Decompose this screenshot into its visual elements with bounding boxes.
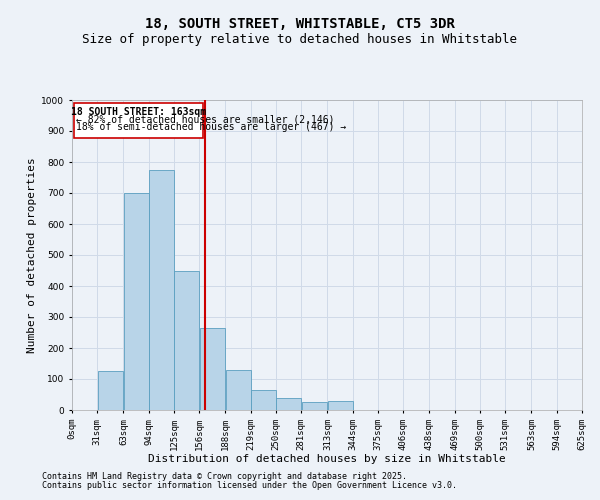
Bar xyxy=(302,402,327,410)
Y-axis label: Number of detached properties: Number of detached properties xyxy=(27,157,37,353)
Text: ← 82% of detached houses are smaller (2,146): ← 82% of detached houses are smaller (2,… xyxy=(76,115,335,125)
Bar xyxy=(199,328,225,410)
Bar xyxy=(251,390,276,410)
Bar xyxy=(328,400,353,410)
Bar xyxy=(149,170,174,410)
Text: Contains HM Land Registry data © Crown copyright and database right 2025.: Contains HM Land Registry data © Crown c… xyxy=(42,472,407,481)
Text: 18% of semi-detached houses are larger (467) →: 18% of semi-detached houses are larger (… xyxy=(76,122,346,132)
Text: 18, SOUTH STREET, WHITSTABLE, CT5 3DR: 18, SOUTH STREET, WHITSTABLE, CT5 3DR xyxy=(145,18,455,32)
FancyBboxPatch shape xyxy=(74,103,203,138)
Text: Contains public sector information licensed under the Open Government Licence v3: Contains public sector information licen… xyxy=(42,481,457,490)
Bar xyxy=(174,270,199,410)
Bar xyxy=(124,193,149,410)
Text: Size of property relative to detached houses in Whitstable: Size of property relative to detached ho… xyxy=(83,32,517,46)
Bar xyxy=(276,398,301,410)
Text: 18 SOUTH STREET: 163sqm: 18 SOUTH STREET: 163sqm xyxy=(71,107,206,117)
X-axis label: Distribution of detached houses by size in Whitstable: Distribution of detached houses by size … xyxy=(148,454,506,464)
Bar xyxy=(97,371,123,410)
Bar xyxy=(226,370,251,410)
